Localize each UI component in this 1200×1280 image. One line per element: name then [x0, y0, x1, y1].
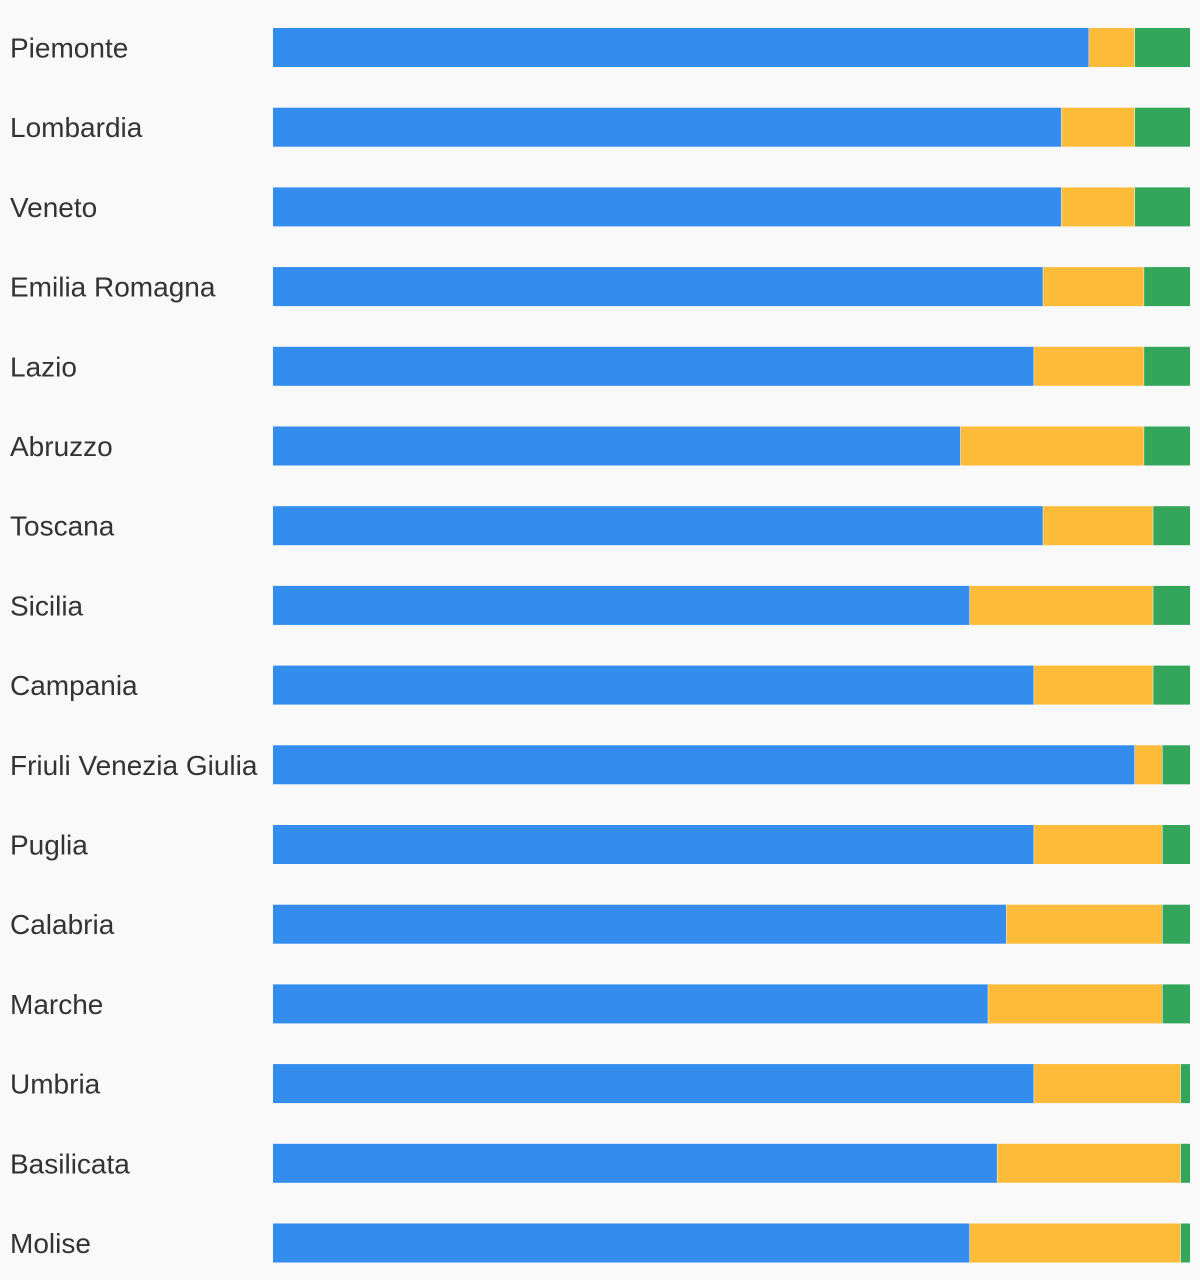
bar-segment-2: [1006, 904, 1163, 944]
category-label: Marche: [10, 989, 103, 1020]
bar-segment-1: [273, 1223, 970, 1263]
bar-segment-1: [273, 346, 1035, 386]
bar-segment-2: [1034, 665, 1154, 705]
bar-row: [273, 506, 1190, 546]
category-label: Lombardia: [10, 112, 143, 143]
bar-segment-3: [1144, 426, 1190, 466]
bar-segment-1: [273, 107, 1062, 147]
bar-segment-2: [1043, 506, 1154, 546]
bar-row: [273, 426, 1190, 466]
bar-segment-2: [1061, 107, 1135, 147]
bar-segment-3: [1162, 745, 1190, 785]
bar-segment-3: [1153, 665, 1190, 705]
bar-segment-3: [1180, 1223, 1190, 1263]
bar-row: [273, 1064, 1190, 1104]
bar-segment-1: [273, 267, 1044, 307]
bar-segment-3: [1180, 1143, 1190, 1183]
bar-segment-3: [1153, 585, 1190, 625]
bar-row: [273, 665, 1190, 705]
bar-segment-1: [273, 187, 1062, 227]
bar-segment-1: [273, 745, 1135, 785]
category-label: Emilia Romagna: [10, 272, 216, 303]
bar-segment-3: [1134, 107, 1190, 147]
bar-segment-2: [988, 984, 1163, 1024]
bar-segment-3: [1153, 506, 1190, 546]
category-label: Veneto: [10, 192, 97, 223]
bar-segment-1: [273, 1064, 1035, 1104]
bar-segment-2: [969, 1223, 1181, 1263]
bar-row: [273, 585, 1190, 625]
bar-segment-3: [1134, 187, 1190, 227]
bar-segment-1: [273, 506, 1044, 546]
bar-segment-3: [1162, 825, 1190, 864]
bar-segment-3: [1134, 28, 1190, 67]
bar-segment-2: [1061, 187, 1135, 227]
bar-segment-1: [273, 585, 970, 625]
bar-segment-3: [1162, 904, 1190, 944]
bar-segment-1: [273, 28, 1090, 67]
category-label: Campania: [10, 670, 138, 701]
bar-segment-1: [273, 426, 961, 466]
bar-row: [273, 745, 1190, 785]
bar-segment-1: [273, 984, 989, 1024]
bar-segment-1: [273, 904, 1007, 944]
category-label: Abruzzo: [10, 431, 113, 462]
category-label: Friuli Venezia Giulia: [10, 750, 258, 781]
bar-row: [273, 267, 1190, 307]
bar-segment-2: [969, 585, 1154, 625]
bar-rows: [273, 28, 1190, 1263]
category-label: Lazio: [10, 351, 77, 382]
bar-segment-2: [1089, 28, 1135, 67]
category-label: Basilicata: [10, 1148, 130, 1179]
bar-segment-1: [273, 665, 1035, 705]
bar-row: [273, 1223, 1190, 1263]
category-label: Piemonte: [10, 33, 128, 64]
category-label: Molise: [10, 1228, 91, 1259]
bar-row: [273, 187, 1190, 227]
category-labels: Piemonte Lombardia Veneto Emilia Romagna Laz…: [10, 33, 258, 1260]
category-label: Puglia: [10, 830, 88, 861]
bar-row: [273, 825, 1190, 864]
bar-segment-1: [273, 825, 1035, 864]
bar-segment-2: [997, 1143, 1181, 1183]
bar-segment-2: [960, 426, 1145, 466]
bar-segment-2: [1034, 346, 1145, 386]
category-label: Toscana: [10, 511, 115, 542]
category-label: Calabria: [10, 909, 115, 940]
bar-row: [273, 346, 1190, 386]
bar-row: [273, 1143, 1190, 1183]
category-label: Umbria: [10, 1069, 101, 1100]
category-label: Sicilia: [10, 590, 84, 621]
bar-row: [273, 28, 1190, 67]
bar-segment-2: [1034, 825, 1163, 864]
bar-segment-1: [273, 1143, 998, 1183]
bar-segment-3: [1144, 267, 1190, 307]
bar-row: [273, 984, 1190, 1024]
bar-segment-2: [1034, 1064, 1181, 1104]
bar-segment-3: [1162, 984, 1190, 1024]
bar-row: [273, 904, 1190, 944]
bar-segment-2: [1134, 745, 1163, 785]
bar-row: [273, 107, 1190, 147]
bar-segment-3: [1144, 346, 1190, 386]
bar-segment-3: [1180, 1064, 1190, 1104]
bar-segment-2: [1043, 267, 1145, 307]
